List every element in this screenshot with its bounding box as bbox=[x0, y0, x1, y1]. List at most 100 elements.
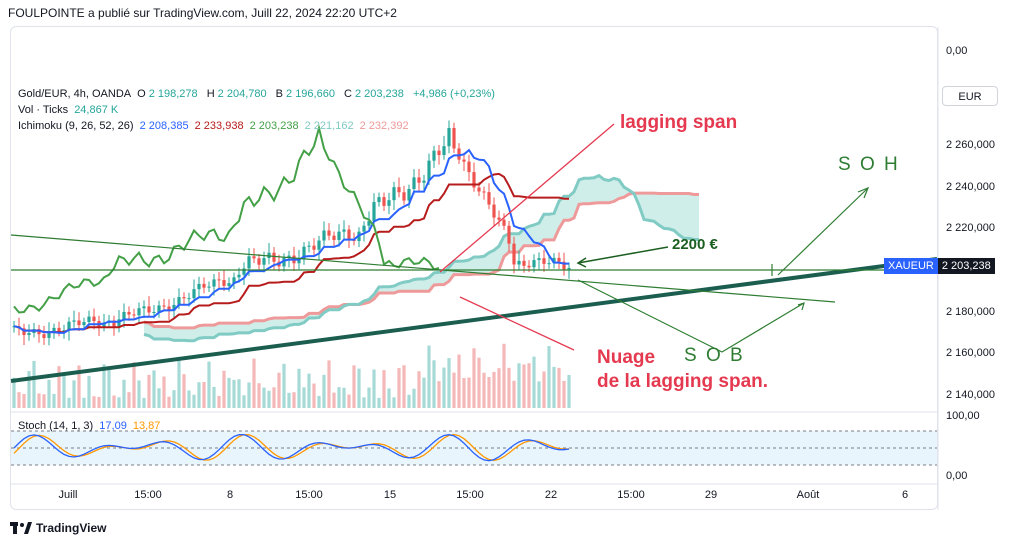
volume-bar bbox=[447, 358, 451, 408]
annotation-soh[interactable]: S O H bbox=[838, 154, 900, 175]
candle-body bbox=[417, 177, 421, 183]
volume-bar bbox=[222, 370, 226, 408]
volume-bar bbox=[12, 377, 16, 408]
candle-body bbox=[82, 322, 86, 326]
candle-body bbox=[167, 306, 171, 311]
volume-bar bbox=[52, 393, 56, 408]
candle-body bbox=[287, 255, 291, 258]
candle-body bbox=[307, 245, 311, 247]
volume-bar bbox=[297, 368, 301, 408]
candle-body bbox=[207, 286, 211, 288]
candle-body bbox=[137, 308, 141, 316]
time-axis-label: 22 bbox=[544, 489, 558, 501]
volume-bar bbox=[527, 363, 531, 408]
volume-bar bbox=[242, 395, 246, 408]
span-b-value: 2 232,392 bbox=[359, 120, 409, 132]
candle-body bbox=[257, 258, 261, 265]
tenkan-sen-line bbox=[13, 148, 569, 334]
stoch-label: Stoch (14, 1, 3) bbox=[18, 420, 94, 432]
volume-bar bbox=[307, 373, 311, 408]
volume-bar bbox=[57, 366, 61, 408]
candle-body bbox=[537, 258, 541, 261]
candle-body bbox=[462, 159, 466, 162]
time-axis-label: 6 bbox=[901, 489, 909, 501]
volume-bar bbox=[212, 386, 216, 408]
senkou-span-a-line bbox=[143, 173, 699, 343]
volume-bar bbox=[127, 392, 131, 408]
volume-bar bbox=[202, 382, 206, 408]
annotation-level[interactable]: 2200 € bbox=[672, 236, 718, 253]
kijun-value: 2 233,938 bbox=[194, 120, 244, 132]
annotation-nuage[interactable]: Nuage bbox=[597, 347, 656, 368]
legend-ichimoku-line[interactable]: Ichimoku (9, 26, 52, 26) 2 208,385 2 233… bbox=[18, 120, 412, 132]
legend-volume-line[interactable]: Vol · Ticks 24,867 K bbox=[18, 104, 121, 116]
time-axis-label: 15:00 bbox=[456, 489, 484, 501]
volume-bar bbox=[432, 360, 436, 408]
candle-body bbox=[302, 246, 306, 260]
annotation-nuage-line2[interactable]: de la lagging span. bbox=[597, 371, 769, 392]
candle-body bbox=[557, 257, 561, 262]
volume-bar bbox=[72, 380, 76, 408]
candle-body bbox=[67, 321, 71, 331]
candle-body bbox=[522, 260, 526, 266]
volume-bar bbox=[467, 377, 471, 408]
volume-bar bbox=[402, 365, 406, 408]
candle-body bbox=[327, 230, 331, 236]
candle-body bbox=[492, 204, 496, 218]
candle-body bbox=[227, 283, 231, 286]
volume-bar bbox=[537, 381, 541, 408]
legend-stoch-line[interactable]: Stoch (14, 1, 3) 17,09 13,87 bbox=[18, 420, 163, 432]
candle-body bbox=[262, 258, 266, 265]
volume-bar bbox=[147, 374, 151, 408]
change-value: +4,986 (+0,23%) bbox=[412, 88, 495, 100]
annotation-sob[interactable]: S O B bbox=[684, 345, 745, 366]
volume-bar bbox=[282, 363, 286, 408]
candle-body bbox=[372, 202, 376, 222]
volume-bar bbox=[17, 392, 21, 408]
currency-button[interactable]: EUR bbox=[942, 86, 998, 106]
candle-body bbox=[187, 298, 191, 300]
volume-bar bbox=[42, 394, 46, 408]
volume-bar bbox=[27, 371, 31, 408]
candle-body bbox=[317, 240, 321, 250]
volume-bar bbox=[262, 387, 266, 408]
candle-body bbox=[532, 260, 536, 268]
candle-body bbox=[37, 329, 41, 335]
candle-body bbox=[567, 267, 571, 270]
candle-body bbox=[197, 283, 201, 290]
chikou-span-line bbox=[13, 124, 440, 314]
candle-body bbox=[337, 231, 341, 240]
annotation-lagging-span[interactable]: lagging span bbox=[620, 112, 738, 133]
volume-bar bbox=[197, 382, 201, 408]
time-axis-label: 29 bbox=[704, 489, 718, 501]
candle-body bbox=[552, 257, 556, 264]
volume-bar bbox=[232, 379, 236, 408]
volume-bar bbox=[162, 376, 166, 408]
candle-body bbox=[392, 187, 396, 201]
volume-bar bbox=[547, 346, 551, 408]
candle-body bbox=[387, 200, 391, 206]
ichimoku-label: Ichimoku (9, 26, 52, 26) bbox=[18, 120, 134, 132]
volume-bar bbox=[437, 381, 441, 408]
stoch-d-line bbox=[13, 433, 570, 461]
candle-body bbox=[247, 256, 251, 269]
volume-bar bbox=[117, 397, 121, 408]
candle-body bbox=[147, 306, 151, 313]
brand[interactable]: TradingView bbox=[10, 521, 106, 535]
price-axis-tick: 2 260,000 bbox=[946, 139, 995, 151]
volume-bar bbox=[477, 357, 481, 408]
volume-bar bbox=[412, 388, 416, 408]
candle-body bbox=[122, 311, 126, 320]
volume-bar bbox=[172, 390, 176, 408]
time-axis-label: 15 bbox=[383, 489, 397, 501]
stoch-k-value: 17,09 bbox=[99, 420, 127, 432]
price-axis-tick: 2 240,000 bbox=[946, 180, 995, 193]
volume-bar bbox=[557, 367, 561, 408]
low-value: 2 196,660 bbox=[286, 88, 335, 100]
close-label: C bbox=[344, 88, 352, 100]
candle-body bbox=[367, 221, 371, 226]
volume-bar bbox=[37, 393, 41, 408]
candle-body bbox=[212, 279, 216, 287]
